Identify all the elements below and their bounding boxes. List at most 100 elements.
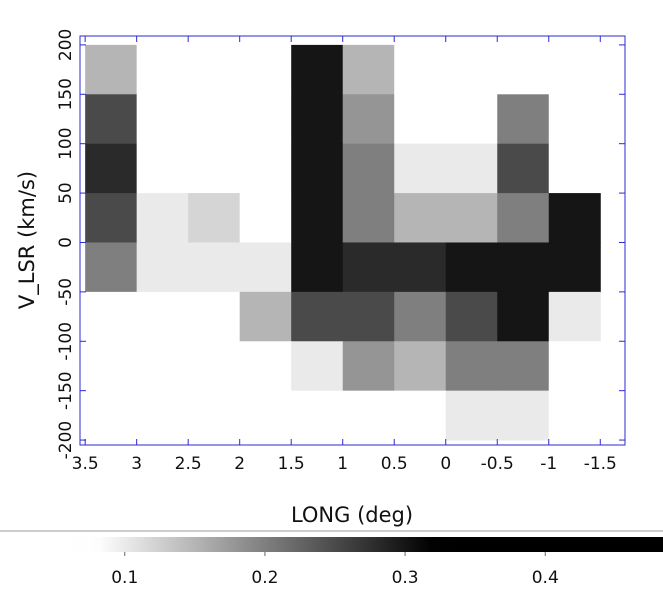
heat-cell: [239, 44, 292, 95]
heat-cell: [548, 242, 601, 293]
colorbar-tick-label: 0.3: [392, 568, 419, 588]
heat-cell: [394, 94, 447, 145]
heat-cell: [394, 390, 447, 441]
x-axis-label: LONG (deg): [291, 503, 413, 527]
heat-cell: [188, 44, 241, 95]
x-tick-label: -0.5: [481, 454, 514, 474]
heat-cell: [136, 143, 189, 194]
heat-cell: [85, 143, 138, 194]
y-tick-label: -50: [56, 278, 76, 306]
y-tick-label: -100: [56, 322, 76, 361]
heat-cell: [291, 390, 344, 441]
x-tick-label: -1.5: [584, 454, 617, 474]
heat-cell: [548, 44, 601, 95]
colorbar-tick-label: 0.2: [251, 568, 278, 588]
x-tick-label: 1: [337, 454, 348, 474]
heat-cell: [136, 242, 189, 293]
heat-cell: [548, 143, 601, 194]
heat-cell: [497, 94, 550, 145]
heat-cell: [445, 242, 498, 293]
heat-cell: [342, 390, 395, 441]
y-tick-label: -150: [56, 371, 76, 410]
heat-cell: [239, 242, 292, 293]
heat-cell: [239, 193, 292, 243]
x-tick-label: -1: [540, 454, 557, 474]
heat-cell: [291, 44, 344, 95]
heat-cell: [136, 390, 189, 441]
heat-cell: [136, 341, 189, 392]
heat-cell: [188, 143, 241, 194]
heat-cell: [291, 341, 344, 392]
heat-cell: [548, 341, 601, 392]
heat-cell: [188, 341, 241, 392]
x-tick-label: 2: [234, 454, 245, 474]
y-axis-label: V_LSR (km/s): [15, 171, 40, 309]
heat-cell: [445, 390, 498, 441]
heat-cell: [239, 94, 292, 145]
heat-cell: [85, 193, 138, 243]
heat-cell: [136, 44, 189, 95]
x-tick-label: 1.5: [278, 454, 305, 474]
heat-cell: [85, 291, 138, 342]
x-tick-label: 2.5: [175, 454, 202, 474]
x-tick-label: 0.5: [381, 454, 408, 474]
heat-cell: [497, 242, 550, 293]
heat-cell: [85, 390, 138, 441]
heat-cell: [445, 44, 498, 95]
heat-cell: [342, 341, 395, 392]
heat-cell: [239, 341, 292, 392]
heat-cell: [548, 291, 601, 342]
heat-cell: [188, 193, 241, 243]
heat-cell: [497, 44, 550, 95]
y-tick-label: 150: [56, 78, 76, 110]
heat-cell: [342, 143, 395, 194]
heat-cell: [342, 242, 395, 293]
heat-cell: [445, 341, 498, 392]
heat-cell: [188, 242, 241, 293]
heat-cell: [291, 242, 344, 293]
heat-cell: [548, 390, 601, 441]
heat-cell: [291, 94, 344, 145]
y-tick-label: 50: [56, 182, 76, 204]
x-tick-label: 3: [131, 454, 142, 474]
heat-cell: [291, 193, 344, 243]
heat-cell: [497, 341, 550, 392]
heat-cell: [136, 291, 189, 342]
heat-cell: [497, 193, 550, 243]
heat-cell: [136, 94, 189, 145]
heat-cell: [291, 291, 344, 342]
y-tick-label: 100: [56, 127, 76, 159]
heat-cell: [394, 143, 447, 194]
y-tick-label: 0: [56, 237, 76, 248]
heat-cell: [394, 341, 447, 392]
heat-cell: [342, 291, 395, 342]
heat-cell: [394, 242, 447, 293]
heat-cell: [445, 291, 498, 342]
heat-cell: [239, 390, 292, 441]
heat-cell: [342, 94, 395, 145]
heat-cell: [342, 193, 395, 243]
plot-frame: [79, 35, 626, 446]
heat-cell: [136, 193, 189, 243]
heat-cell: [342, 44, 395, 95]
heat-cell: [497, 143, 550, 194]
colorbar-tick-label: 0.1: [111, 568, 138, 588]
heat-cell: [445, 193, 498, 243]
heat-cell: [394, 44, 447, 95]
heat-cell: [85, 242, 138, 293]
heat-cell: [85, 94, 138, 145]
heat-cell: [497, 390, 550, 441]
heat-cell: [188, 94, 241, 145]
heat-cell: [291, 143, 344, 194]
colorbar: [0, 537, 663, 552]
heat-cell: [394, 291, 447, 342]
colorbar-tick-label: 0.4: [532, 568, 559, 588]
heat-cell: [85, 341, 138, 392]
heat-cell: [239, 291, 292, 342]
heat-cell: [445, 143, 498, 194]
heat-cell: [445, 94, 498, 145]
heat-cell: [497, 291, 550, 342]
y-tick-label: 200: [56, 29, 76, 61]
